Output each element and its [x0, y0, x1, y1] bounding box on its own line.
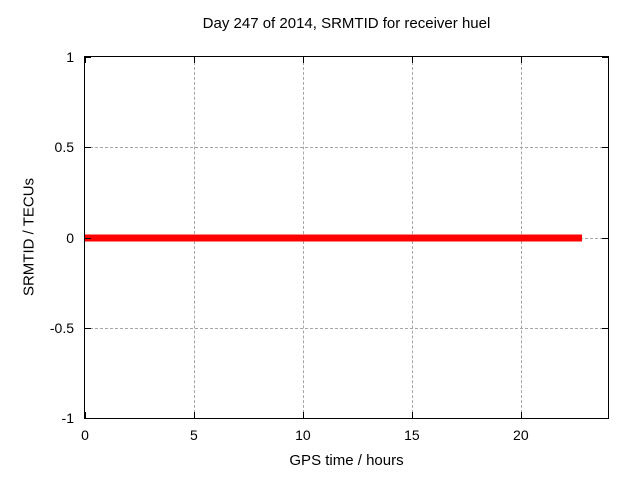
- x-tick-mark-top: [411, 57, 413, 63]
- y-tick-mark-right: [602, 147, 608, 149]
- y-axis-label: SRMTID / TECUs: [20, 177, 38, 297]
- x-tick-label: 20: [513, 427, 529, 443]
- x-tick-mark: [411, 412, 413, 418]
- x-axis-label: GPS time / hours: [289, 452, 404, 469]
- x-tick-label: 15: [404, 427, 420, 443]
- y-tick-label: -1: [61, 410, 74, 426]
- y-tick-mark-right: [602, 237, 608, 239]
- x-tick-mark: [193, 412, 195, 418]
- y-tick-label: -0.5: [49, 319, 74, 336]
- chart-title: Day 247 of 2014, SRMTID for receiver hue…: [202, 15, 491, 32]
- x-tick-label: 5: [190, 427, 198, 443]
- y-tick-mark: [85, 57, 91, 58]
- x-tick-mark: [520, 412, 522, 418]
- x-tick-label: 0: [81, 427, 89, 443]
- x-tick-label: 10: [295, 427, 311, 443]
- grid-line-horizontal: [85, 147, 608, 149]
- y-tick-mark: [85, 237, 91, 239]
- x-tick-mark: [302, 412, 304, 418]
- data-line-srmtid: [85, 234, 582, 241]
- y-tick-label: 1: [66, 49, 74, 65]
- y-tick-mark-right: [602, 327, 608, 329]
- y-tick-mark: [85, 418, 91, 419]
- x-tick-mark-top: [302, 57, 304, 63]
- y-tick-label: 0.5: [54, 139, 74, 156]
- y-tick-label: 0: [66, 229, 74, 246]
- x-tick-mark: [85, 412, 86, 418]
- x-tick-mark-top: [520, 57, 522, 63]
- plot-area: 0 5 10 15 20 1 0.5 0 -0.5 -1: [50, 49, 609, 443]
- y-tick-mark: [85, 327, 91, 329]
- y-tick-mark: [85, 147, 91, 149]
- y-tick-mark-right: [602, 418, 608, 419]
- y-tick-mark-right: [602, 57, 608, 58]
- x-tick-mark-top: [193, 57, 195, 63]
- grid-line-horizontal: [85, 327, 608, 329]
- x-tick-mark-top: [85, 57, 86, 63]
